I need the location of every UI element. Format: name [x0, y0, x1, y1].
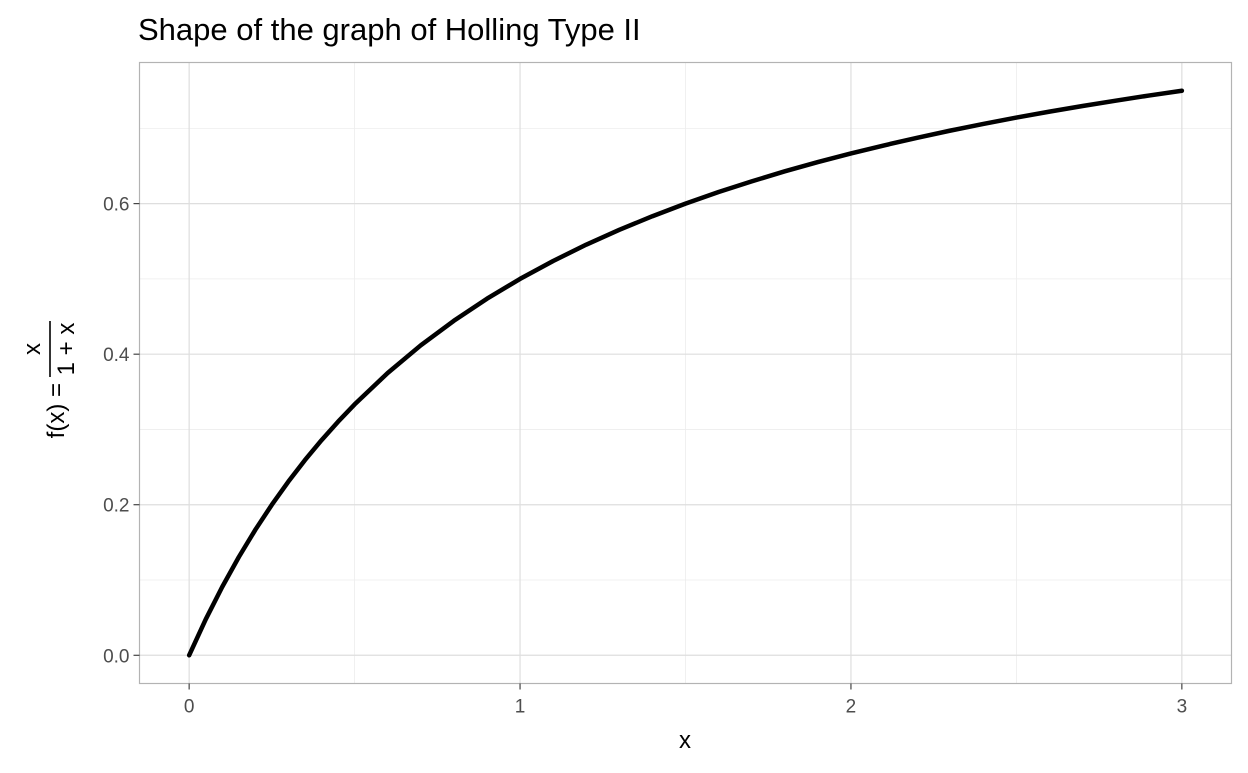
- y-axis-title-lhs: f(x) =: [43, 383, 70, 438]
- x-axis-ticks: 0 1 2 3: [184, 683, 1188, 718]
- chart-title: Shape of the graph of Holling Type II: [138, 12, 641, 47]
- y-tick-label: 0.2: [103, 496, 129, 517]
- plot-panel-border: [138, 61, 1233, 685]
- y-axis-title-denominator: 1 + x: [53, 323, 80, 376]
- y-axis-title: f(x) = x 1 + x: [19, 321, 80, 438]
- y-axis-ticks: 0.0 0.2 0.4 0.6: [103, 195, 140, 667]
- y-tick-label: 0.6: [103, 195, 129, 216]
- y-tick-label: 0.4: [103, 345, 130, 366]
- series-layer: [186, 88, 1185, 658]
- grid-lines: [139, 62, 1232, 684]
- x-tick-label: 1: [515, 697, 526, 718]
- series-line: [186, 88, 1185, 658]
- y-tick-label: 0.0: [103, 646, 129, 667]
- x-tick-label: 2: [846, 697, 857, 718]
- x-axis-title: x: [679, 727, 691, 754]
- x-tick-label: 0: [184, 697, 195, 718]
- x-tick-label: 3: [1177, 697, 1188, 718]
- y-axis-title-numerator: x: [19, 343, 46, 355]
